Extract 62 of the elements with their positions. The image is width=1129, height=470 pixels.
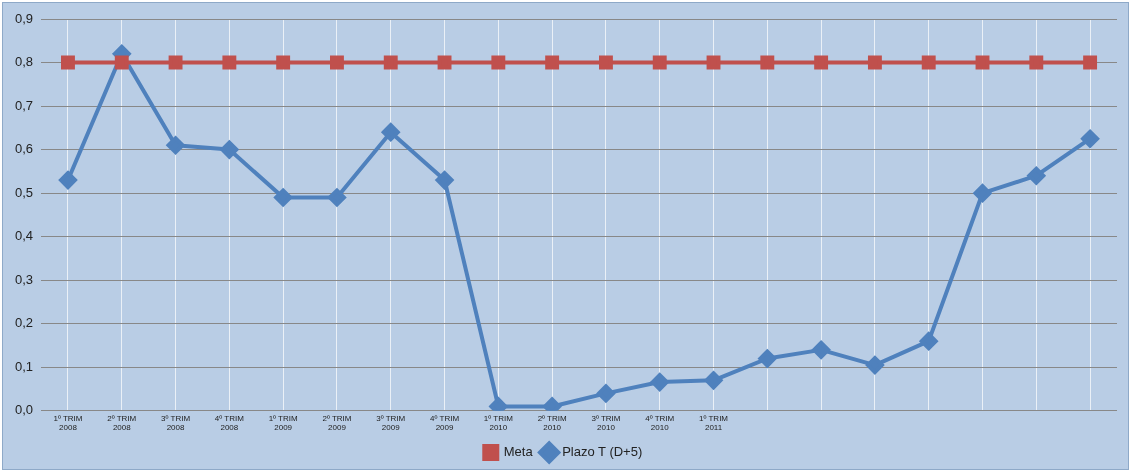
point (114, 55, 129, 70)
point (545, 55, 560, 70)
point (435, 171, 454, 190)
y-tick-label: 0,2 (14, 315, 34, 331)
x-tick-label: 2º TRIM 2010 (537, 413, 567, 433)
point (166, 136, 185, 155)
y-tick-label: 0,8 (14, 54, 34, 70)
y-tick-label: 0,3 (14, 271, 34, 287)
point (760, 55, 775, 70)
x-tick-label: 3º TRIM 2009 (376, 413, 406, 433)
y-tick-label: 0,7 (14, 97, 34, 113)
x-tick-label: 3º TRIM 2010 (591, 413, 621, 433)
point (758, 349, 777, 368)
point (650, 373, 669, 392)
x-tick-label: 1º TRIM 2009 (268, 413, 298, 433)
point (706, 55, 721, 70)
point (437, 55, 452, 70)
point (973, 184, 992, 203)
point (865, 356, 884, 375)
point (327, 188, 346, 207)
x-tick-label: 1º TRIM 2011 (699, 413, 729, 433)
point (596, 384, 615, 403)
point (975, 55, 990, 70)
x-tick-label: 1º TRIM 2008 (53, 413, 83, 433)
legend-label: Plazo T (D+5) (562, 444, 643, 460)
y-tick-label: 0,6 (14, 141, 34, 157)
y-tick-label: 0,4 (14, 228, 34, 244)
y-tick-label: 0,9 (14, 10, 34, 26)
point (867, 55, 882, 70)
x-tick-label: 1º TRIM 2010 (483, 413, 514, 433)
x-tick-label: 2º TRIM 2009 (322, 413, 352, 433)
point (652, 55, 667, 70)
point (598, 55, 613, 70)
x-tick-label: 4º TRIM 2008 (214, 413, 245, 433)
x-tick-label: 2º TRIM 2008 (107, 413, 137, 433)
point (220, 140, 239, 159)
point (274, 188, 293, 207)
point (1083, 55, 1098, 70)
point (168, 55, 183, 70)
y-tick-label: 0,1 (14, 358, 34, 374)
point (812, 340, 831, 359)
point (491, 55, 506, 70)
legend-label: Meta (503, 444, 534, 460)
point (1027, 166, 1046, 185)
point (921, 55, 936, 70)
point (330, 55, 344, 70)
point (222, 55, 237, 70)
y-tick-label: 0,0 (14, 402, 34, 418)
point (58, 171, 77, 190)
x-tick-label: 4º TRIM 2009 (430, 413, 460, 433)
point (919, 332, 938, 351)
point (383, 55, 398, 70)
point (1081, 129, 1100, 148)
x-tick-label: 3º TRIM 2008 (161, 413, 191, 433)
point (276, 55, 291, 70)
point (704, 371, 723, 390)
point (814, 55, 829, 70)
x-tick-label: 4º TRIM 2010 (645, 413, 675, 433)
point (61, 55, 75, 70)
y-tick-label: 0,5 (14, 184, 34, 200)
point (381, 123, 400, 142)
point (1029, 55, 1044, 70)
